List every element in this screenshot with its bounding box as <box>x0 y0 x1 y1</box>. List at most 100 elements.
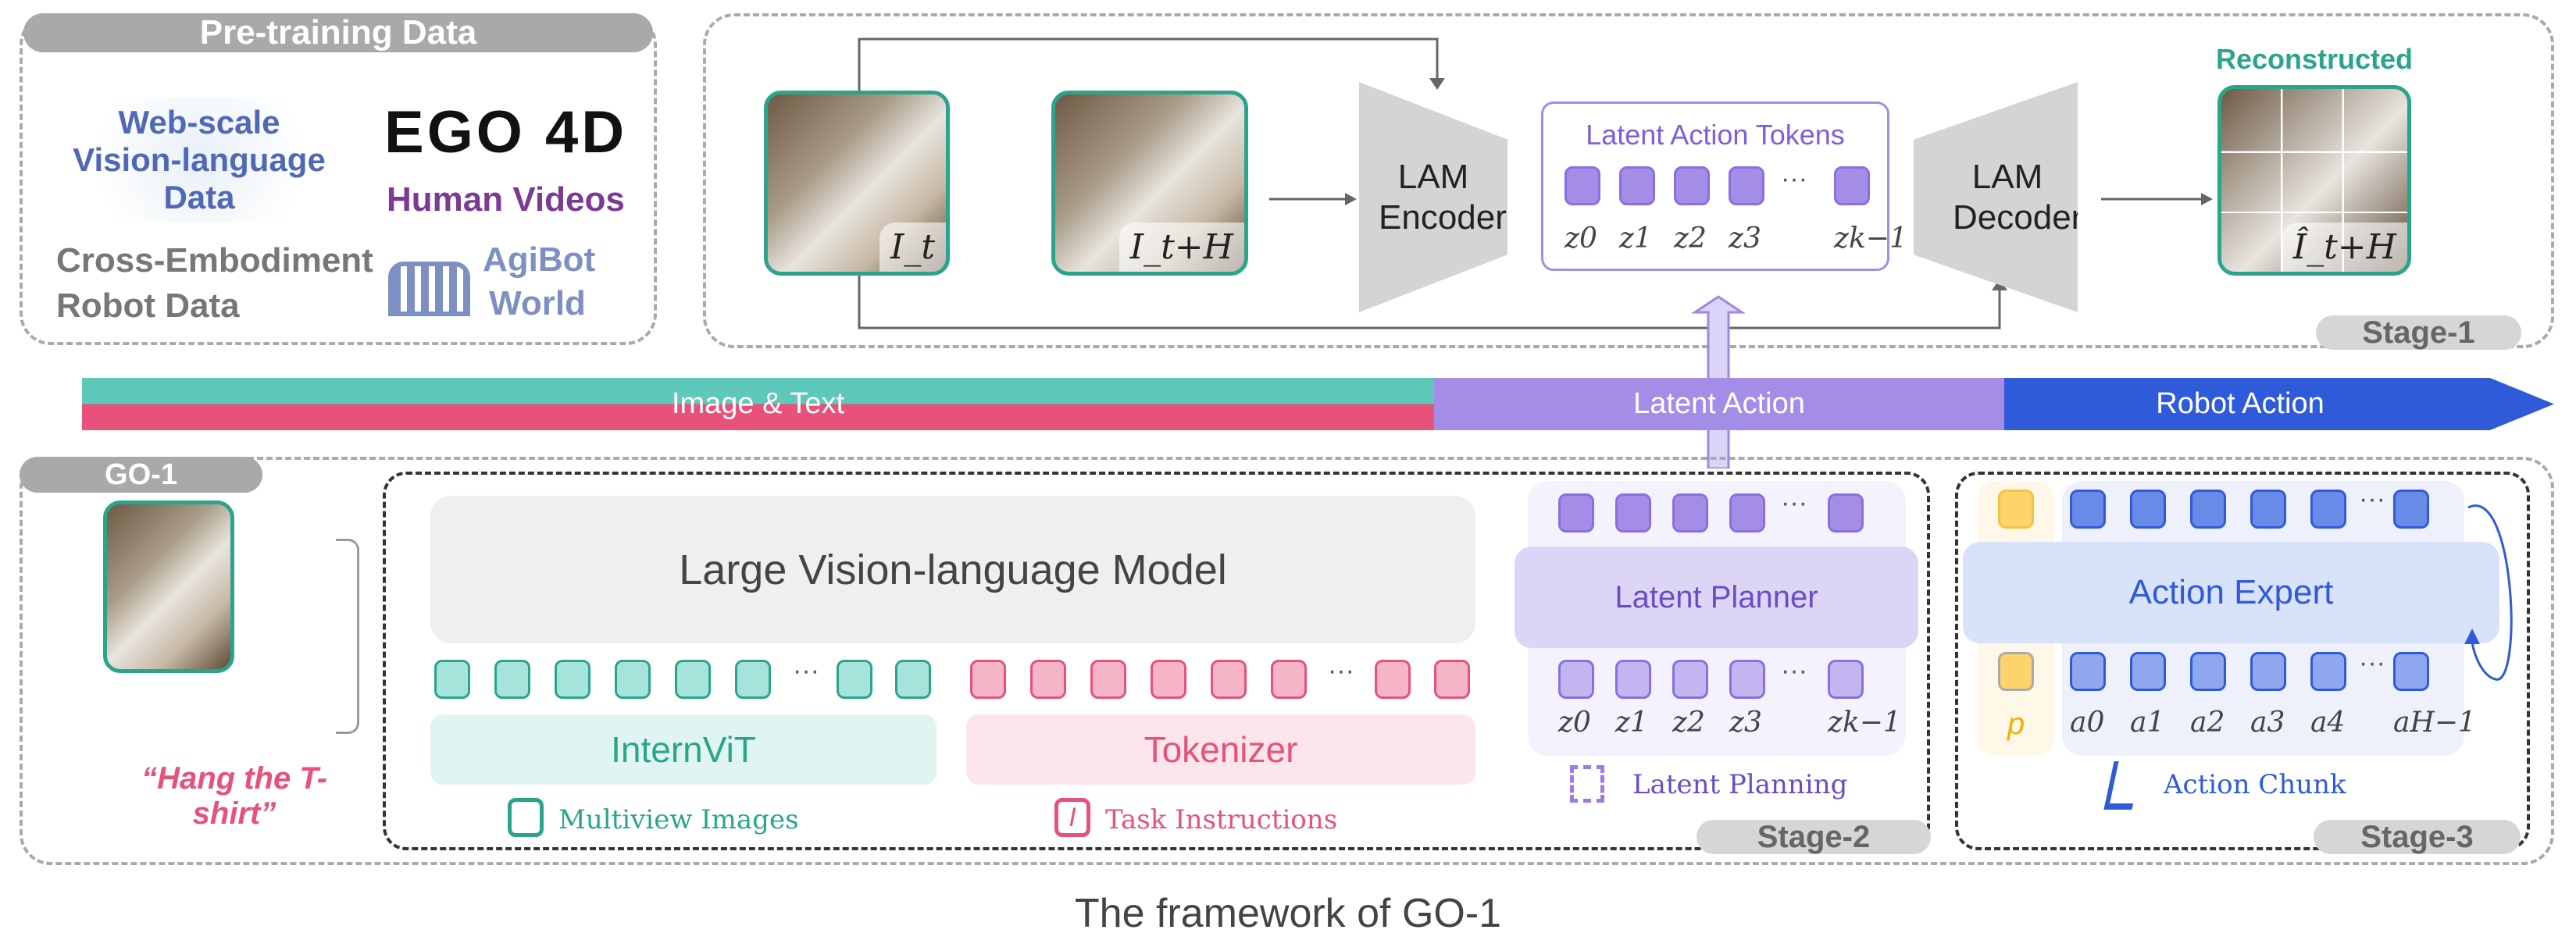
vision-token <box>895 660 931 699</box>
planner-output-token <box>1615 493 1651 532</box>
action-input-token <box>2130 652 2166 691</box>
latent-token-label: z1 <box>1619 223 1652 255</box>
planner-output-token <box>1672 493 1708 532</box>
action-label: aH−1 <box>2393 707 2476 739</box>
lam-encoder-label: LAM Encoder <box>1379 157 1507 237</box>
image-icon <box>508 798 544 837</box>
skip-arrow-bottom <box>858 276 2001 329</box>
tokenizer-block: Tokenizer <box>966 714 1475 785</box>
text-cursor-icon: I <box>1054 798 1090 837</box>
token-ellipsis: ··· <box>1781 164 1807 194</box>
vision-token <box>675 660 711 699</box>
latent-action-token <box>1619 166 1655 205</box>
action-chunk-label: Action Chunk <box>2164 769 2346 800</box>
internvit-block: InternViT <box>430 714 937 785</box>
vision-token-ellipsis: ··· <box>793 656 819 686</box>
action-output-token <box>2310 490 2346 529</box>
action-input-token <box>2070 652 2106 691</box>
multiview-images-label: Multiview Images <box>558 804 799 835</box>
latent-token-label: z0 <box>1565 223 1597 255</box>
vision-token <box>735 660 771 699</box>
action-label: a1 <box>2130 707 2165 739</box>
text-token <box>1211 660 1247 699</box>
planner-output-token <box>1729 493 1765 532</box>
action-input-token <box>2190 652 2226 691</box>
vision-token <box>555 660 590 699</box>
input-bracket <box>336 539 359 734</box>
image-text-label: Image & Text <box>671 387 845 420</box>
latent-token-label: z3 <box>1729 223 1761 255</box>
lam-decoder-label: LAM Decoder <box>1953 157 2083 237</box>
planner-input-token <box>1672 660 1708 699</box>
stage3-panel <box>1955 472 2530 850</box>
vision-token <box>434 660 470 699</box>
latent-action-token <box>1729 166 1764 205</box>
stage2-panel <box>383 472 1930 850</box>
latent-action-token <box>1834 166 1870 205</box>
planner-output-token <box>1558 493 1594 532</box>
latent-planner-block: Latent Planner <box>1515 547 1918 648</box>
text-token <box>1271 660 1307 699</box>
planner-z-label: z1 <box>1615 707 1648 739</box>
latent-action-token <box>1674 166 1710 205</box>
web-scale-data-label: Web-scale Vision-language Data <box>62 98 336 223</box>
action-input-token <box>2310 652 2346 691</box>
frame-current-label: I_t <box>879 223 946 272</box>
stage1-panel <box>703 13 2554 348</box>
robot-action-segment: Robot Action <box>2004 378 2554 430</box>
text-token <box>1434 660 1470 699</box>
token-ellipsis: ··· <box>2359 648 2385 678</box>
frame-future-image: I_t+H <box>1051 91 1248 276</box>
observation-image <box>103 500 234 673</box>
planner-input-token <box>1828 660 1864 699</box>
action-output-token <box>2070 490 2106 529</box>
token-ellipsis: ··· <box>1781 488 1807 518</box>
action-label: a2 <box>2190 707 2225 739</box>
human-videos-label: Human Videos <box>387 180 625 219</box>
action-label: a4 <box>2310 707 2346 739</box>
proprio-token-bottom <box>1998 652 2034 691</box>
ego4d-logo-text: EGO 4D <box>384 99 628 166</box>
vision-token <box>837 660 872 699</box>
token-ellipsis: ··· <box>1781 656 1807 686</box>
planner-z-label: z3 <box>1729 707 1762 739</box>
latent-planning-label: Latent Planning <box>1632 769 1848 800</box>
latent-action-segment: Latent Action <box>1434 378 2004 430</box>
frame-current-image: I_t <box>764 91 950 276</box>
planner-output-token <box>1828 493 1864 532</box>
ego4d-logo: EGO 4D <box>384 100 634 170</box>
action-label: a3 <box>2250 707 2285 739</box>
action-expert-block: Action Expert <box>1963 542 2499 643</box>
vision-token <box>615 660 651 699</box>
planner-z-label: zk−1 <box>1828 707 1901 739</box>
action-output-token <box>2190 490 2226 529</box>
latent-token-label: z2 <box>1674 223 1707 255</box>
agibot-world-label: AgiBot World <box>483 240 596 322</box>
text-token <box>1090 660 1126 699</box>
latent-action-token <box>1565 166 1600 205</box>
stage3-badge: Stage-3 <box>2314 820 2521 854</box>
proprio-token-top <box>1998 490 2034 529</box>
cross-embodiment-label: Cross-Embodiment Robot Data <box>56 241 373 325</box>
task-instructions-label: Task Instructions <box>1105 804 1338 835</box>
text-token <box>1375 660 1411 699</box>
stage2-badge: Stage-2 <box>1697 820 1931 854</box>
latent-action-tokens-title: Latent Action Tokens <box>1586 119 1845 151</box>
iteration-loop-arrow <box>2464 504 2513 681</box>
reconstructed-label: Reconstructed <box>2215 43 2414 75</box>
frame-future-label: I_t+H <box>1119 223 1244 272</box>
skip-arrow-top <box>858 37 1439 91</box>
image-text-segment <box>82 378 1434 430</box>
instruction-text: “Hang the T-shirt” <box>141 761 327 831</box>
planner-input-token <box>1615 660 1651 699</box>
action-label: a0 <box>2070 707 2105 739</box>
pretraining-title: Pre-training Data <box>23 13 653 52</box>
action-output-token <box>2250 490 2286 529</box>
go1-panel <box>20 457 2554 865</box>
token-ellipsis: ··· <box>2359 484 2385 514</box>
focus-icon <box>1570 765 1604 803</box>
text-token-ellipsis: ··· <box>1328 656 1354 686</box>
planner-z-label: z2 <box>1672 707 1705 739</box>
vision-token <box>494 660 530 699</box>
text-token <box>1030 660 1066 699</box>
